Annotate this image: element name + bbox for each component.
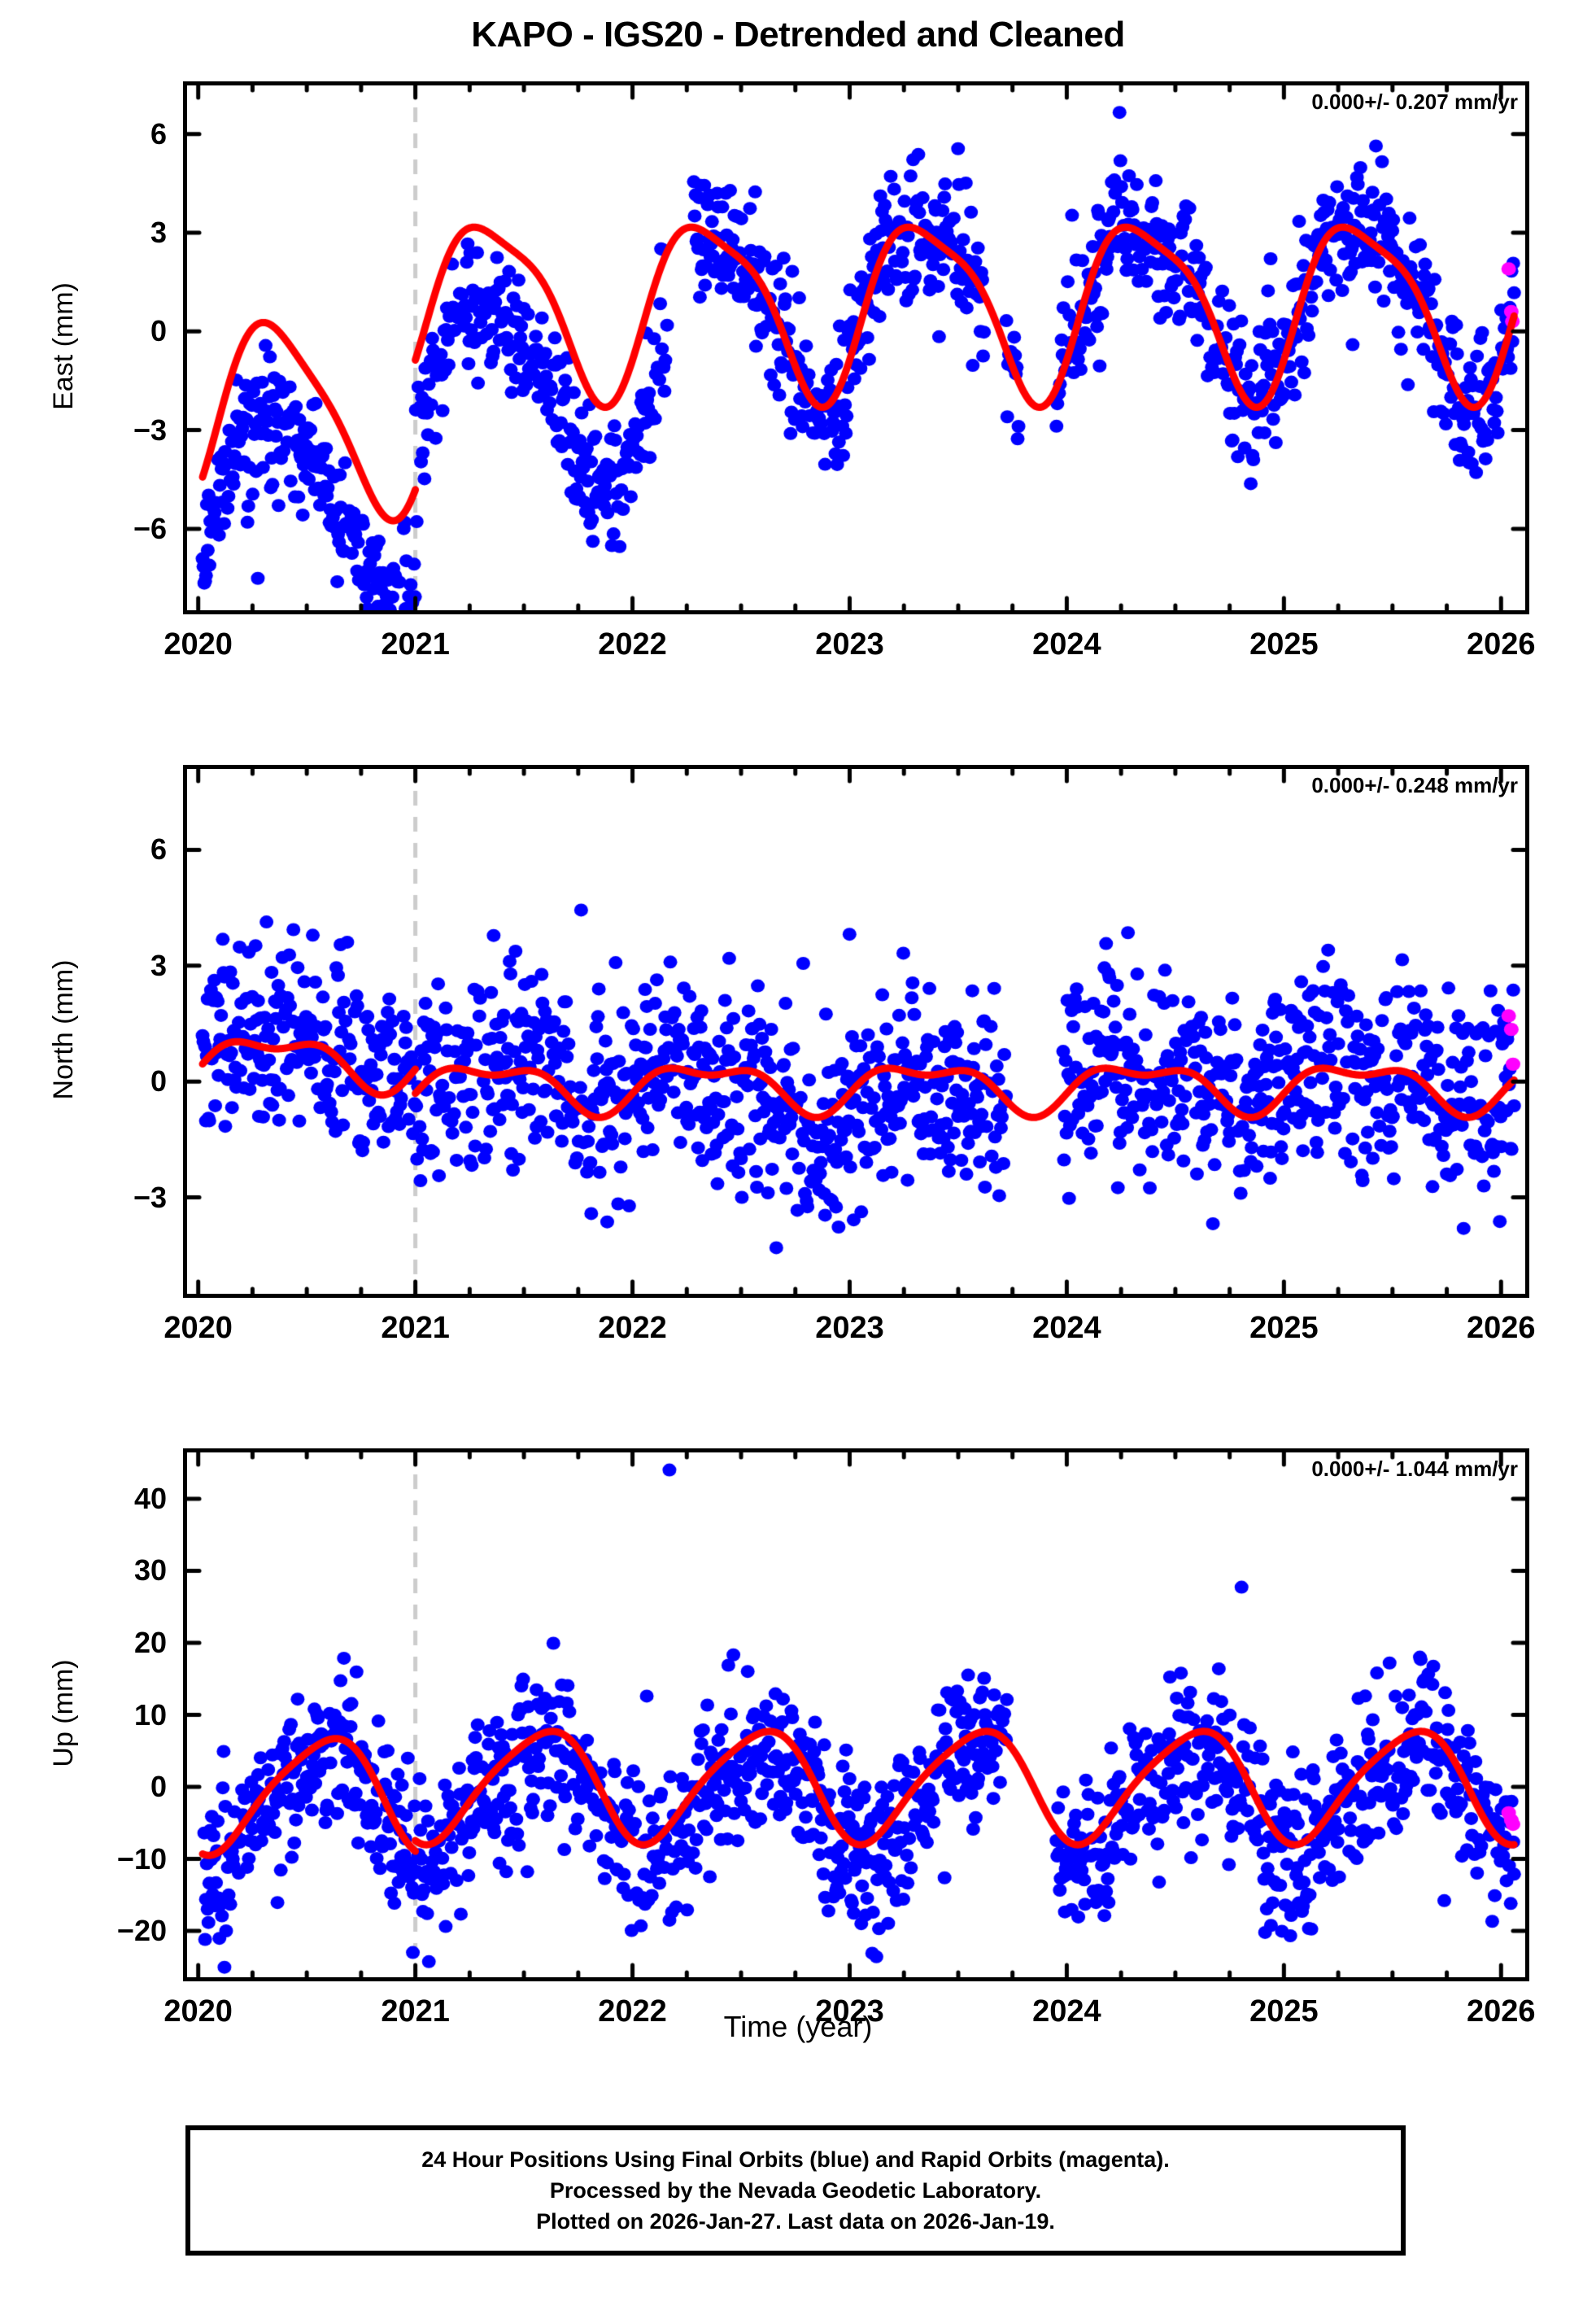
xtick-label: 2025	[1249, 627, 1319, 662]
xtick-label: 2025	[1249, 1994, 1319, 2029]
ytick-label: −6	[133, 511, 167, 545]
up-panel: 0.000+/- 1.044 mm/yr	[183, 1448, 1529, 1981]
xtick-label: 2022	[598, 1994, 667, 2029]
ytick-label: 20	[133, 1625, 167, 1659]
xtick-label: 2021	[381, 1994, 450, 2029]
ytick-label: 3	[150, 948, 167, 982]
caption-line-3: Plotted on 2026-Jan-27. Last data on 202…	[536, 2209, 1055, 2234]
xtick-label: 2021	[381, 1311, 450, 1345]
caption-line-2: Processed by the Nevada Geodetic Laborat…	[549, 2177, 1042, 2203]
caption-line-1: 24 Hour Positions Using Final Orbits (bl…	[421, 2147, 1170, 2172]
yaxis-title: East (mm)	[47, 282, 79, 410]
xtick-label: 2023	[815, 627, 884, 662]
ytick-label: −20	[116, 1914, 167, 1948]
ytick-label: 0	[150, 1064, 167, 1098]
east-plot-canvas	[183, 81, 1529, 614]
xaxis-title: Time (year)	[723, 2010, 873, 2043]
ytick-label: −10	[116, 1841, 167, 1876]
xtick-label: 2020	[164, 627, 233, 662]
ytick-label: 6	[150, 116, 167, 151]
xtick-label: 2026	[1467, 1994, 1536, 2029]
xtick-label: 2022	[598, 1311, 667, 1345]
north-panel: 0.000+/- 0.248 mm/yr	[183, 765, 1529, 1298]
xtick-label: 2020	[164, 1994, 233, 2029]
ytick-label: −3	[133, 1180, 167, 1214]
xtick-label: 2024	[1032, 1994, 1101, 2029]
xtick-label: 2022	[598, 627, 667, 662]
xtick-label: 2026	[1467, 627, 1536, 662]
north-plot-canvas	[183, 765, 1529, 1298]
north-rate-annotation: 0.000+/- 0.248 mm/yr	[1311, 773, 1518, 797]
ytick-label: 40	[133, 1481, 167, 1515]
ytick-label: 30	[133, 1553, 167, 1588]
ytick-label: 10	[133, 1697, 167, 1732]
xtick-label: 2020	[164, 1311, 233, 1345]
page-title: KAPO - IGS20 - Detrended and Cleaned	[471, 15, 1125, 55]
yaxis-title: Up (mm)	[47, 1658, 79, 1767]
xtick-label: 2023	[815, 1994, 884, 2029]
ytick-label: 6	[150, 832, 167, 867]
yaxis-title: North (mm)	[47, 959, 79, 1099]
xtick-label: 2024	[1032, 1311, 1101, 1345]
east-panel: 0.000+/- 0.207 mm/yr	[183, 81, 1529, 614]
xtick-label: 2023	[815, 1311, 884, 1345]
ytick-label: 0	[150, 1770, 167, 1803]
up-plot-canvas	[183, 1448, 1529, 1981]
ytick-label: 3	[150, 215, 167, 249]
ytick-label: 0	[150, 314, 167, 348]
east-rate-annotation: 0.000+/- 0.207 mm/yr	[1311, 90, 1518, 114]
ytick-label: −3	[133, 413, 167, 447]
xtick-label: 2024	[1032, 627, 1101, 662]
xtick-label: 2026	[1467, 1311, 1536, 1345]
xtick-label: 2025	[1249, 1311, 1319, 1345]
up-rate-annotation: 0.000+/- 1.044 mm/yr	[1311, 1457, 1518, 1481]
xtick-label: 2021	[381, 627, 450, 662]
caption-box: 24 Hour Positions Using Final Orbits (bl…	[185, 2125, 1406, 2256]
